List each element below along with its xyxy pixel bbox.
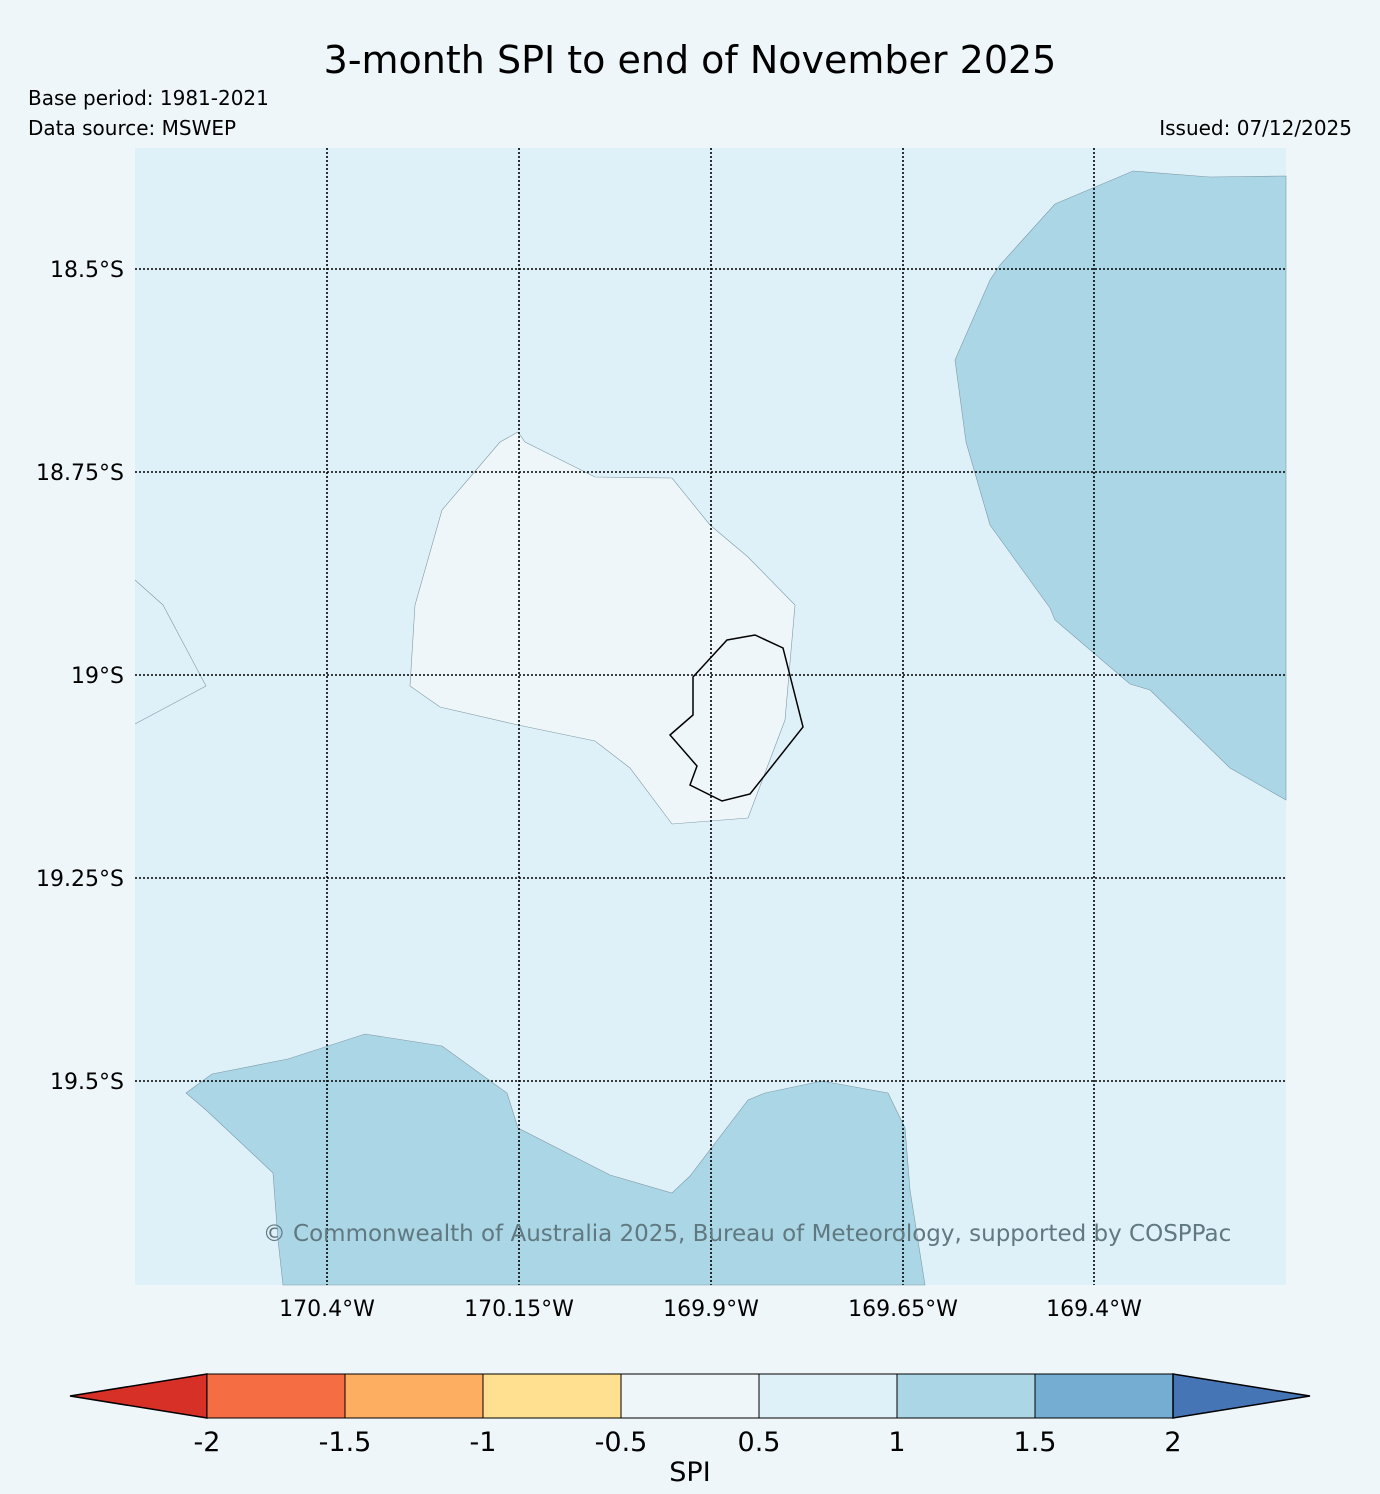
longitude-labels: 170.4°W 170.15°W 169.9°W 169.65°W 169.4°… (279, 1297, 1142, 1322)
island-coastline (668, 634, 804, 802)
chart-title: 3-month SPI to end of November 2025 (323, 38, 1057, 82)
gridlines (135, 148, 1286, 1285)
colorbar-bin (206, 1373, 346, 1419)
latitude-labels: 18.5°S 18.75°S 19°S 19.25°S 19.5°S (36, 258, 124, 1095)
lat-label: 19°S (71, 664, 124, 689)
data-source-label: Data source: MSWEP (28, 116, 237, 140)
lat-label: 19.5°S (50, 1070, 124, 1095)
colorbar-bin (620, 1373, 760, 1419)
colorbar-tick-label: -1.5 (319, 1427, 372, 1458)
copyright-text: © Commonwealth of Australia 2025, Bureau… (263, 1221, 1232, 1247)
lat-label: 19.25°S (36, 867, 124, 892)
lon-label: 170.15°W (464, 1297, 574, 1322)
colorbar-tick-label: 2 (1164, 1427, 1181, 1458)
colorbar-bin (344, 1373, 484, 1419)
lat-label: 18.75°S (36, 461, 124, 486)
colorbar: -2 -1.5 -1 -0.5 0.5 1 1.5 2 SPI (69, 1373, 1311, 1488)
lon-label: 169.9°W (663, 1297, 759, 1322)
colorbar-bin (482, 1373, 622, 1419)
colorbar-below-min (69, 1373, 208, 1419)
colorbar-label: SPI (669, 1457, 710, 1488)
colorbar-tick-label: 0.5 (738, 1427, 781, 1458)
spi-region-right (954, 170, 1287, 801)
spi-region-center (409, 431, 796, 825)
colorbar-bin (758, 1373, 898, 1419)
colorbar-above-max (1172, 1373, 1311, 1419)
lon-label: 169.4°W (1046, 1297, 1142, 1322)
colorbar-tick-label: -1 (470, 1427, 497, 1458)
colorbar-tick-label: -2 (194, 1427, 221, 1458)
lat-label: 18.5°S (50, 258, 124, 283)
lon-label: 169.65°W (848, 1297, 958, 1322)
colorbar-tick-label: -0.5 (595, 1427, 648, 1458)
spi-region-bottom (185, 1033, 926, 1286)
base-period-label: Base period: 1981-2021 (28, 86, 269, 110)
lon-label: 170.4°W (279, 1297, 375, 1322)
colorbar-bin (896, 1373, 1036, 1419)
issued-date-label: Issued: 07/12/2025 (1159, 116, 1352, 140)
colorbar-bin (1034, 1373, 1174, 1419)
colorbar-tick-label: 1.5 (1014, 1427, 1057, 1458)
map-panel: © Commonwealth of Australia 2025, Bureau… (134, 148, 1287, 1286)
spi-region-left-edge (134, 579, 207, 725)
colorbar-tick-label: 1 (888, 1427, 905, 1458)
